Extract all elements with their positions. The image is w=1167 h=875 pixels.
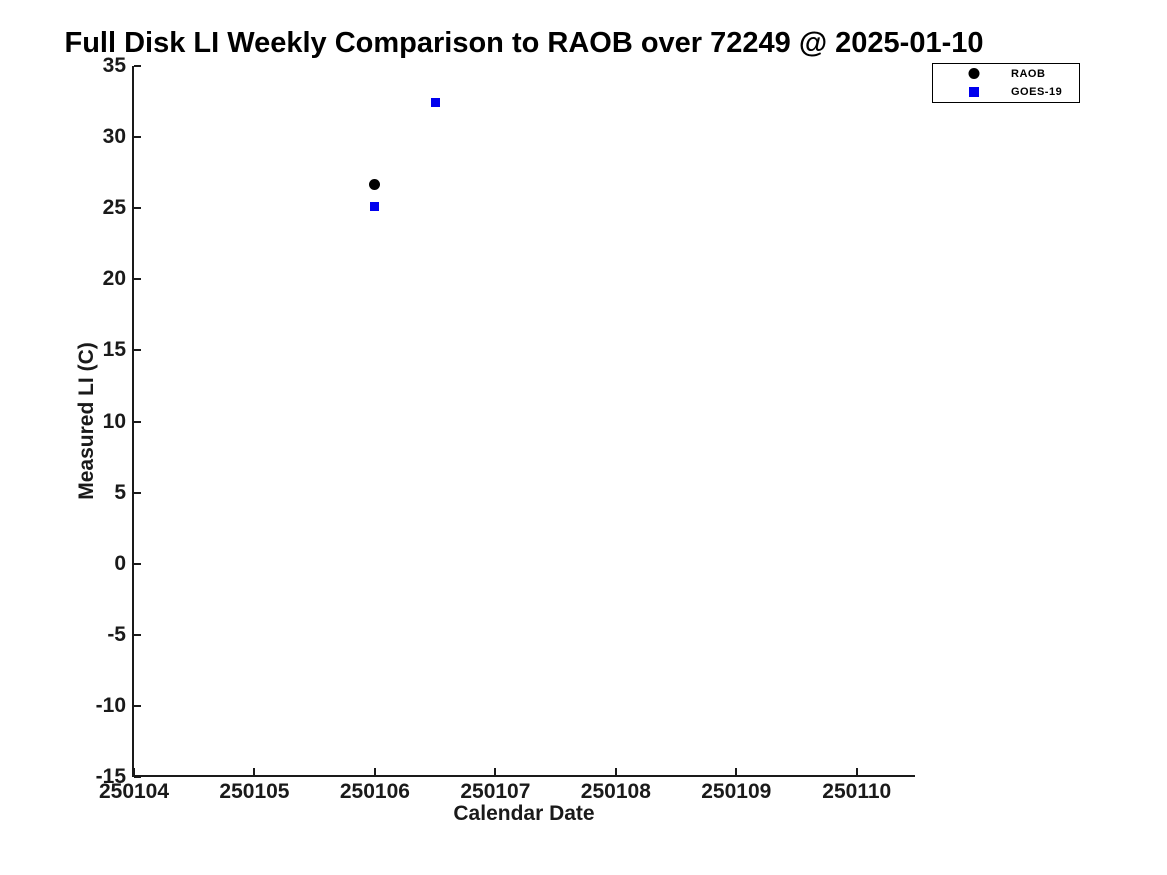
data-point-raob xyxy=(369,178,381,190)
data-point-goes-19 xyxy=(370,202,380,212)
y-tick-label: 0 xyxy=(114,551,126,575)
y-tick-mark xyxy=(134,633,141,636)
legend-label: GOES-19 xyxy=(1011,86,1063,99)
x-tick-mark xyxy=(614,768,617,775)
y-tick-mark xyxy=(134,491,141,494)
y-tick-label: -15 xyxy=(95,765,126,788)
y-tick-label: -10 xyxy=(95,693,126,717)
x-tick-label: 250106 xyxy=(339,780,410,803)
x-tick-mark xyxy=(494,768,497,775)
y-tick-label: 35 xyxy=(102,54,126,77)
x-tick-label: 250107 xyxy=(460,780,531,803)
x-tick-label: 250105 xyxy=(219,780,290,803)
legend: RAOB GOES-19 xyxy=(932,63,1080,103)
plot-area: 35 30 25 20 15 10 5 0 -5 -10 -15 250104 250105 250106… xyxy=(96,54,915,803)
y-tick-mark xyxy=(134,562,141,565)
y-tick-label: 15 xyxy=(102,338,126,362)
x-tick-label: 250110 xyxy=(822,780,892,803)
x-tick-mark xyxy=(373,768,376,775)
x-tick-label: 250109 xyxy=(701,780,772,803)
y-tick-mark xyxy=(134,207,141,210)
x-tick-mark xyxy=(735,768,738,775)
legend-circle-marker-icon xyxy=(968,68,980,80)
y-tick-label: 10 xyxy=(102,409,126,433)
y-tick-label: 30 xyxy=(102,125,126,149)
chart-title: Full Disk LI Weekly Comparison to RAOB o… xyxy=(64,27,984,59)
x-tick-mark xyxy=(855,768,858,775)
legend-entry-goes-19: GOES-19 xyxy=(933,83,1079,101)
y-axis-label: Measured LI (C) xyxy=(75,342,98,500)
y-tick-label: 20 xyxy=(102,267,126,291)
legend-square-marker-icon xyxy=(969,87,979,98)
legend-label: RAOB xyxy=(1011,67,1046,80)
x-tick-mark xyxy=(253,768,256,775)
y-tick-mark xyxy=(134,278,141,281)
y-tick-label: 25 xyxy=(102,196,126,220)
y-tick-mark xyxy=(134,65,141,67)
legend-entry-raob: RAOB xyxy=(933,65,1079,83)
data-point-goes-19 xyxy=(430,98,440,108)
y-tick-label: -5 xyxy=(107,622,126,646)
x-tick-label: 250104 xyxy=(98,780,170,803)
y-tick-mark xyxy=(134,349,141,352)
y-tick-mark xyxy=(134,420,141,423)
y-tick-label: 5 xyxy=(114,480,126,504)
y-tick-mark xyxy=(134,136,141,139)
y-tick-mark xyxy=(134,704,141,707)
x-tick-mark xyxy=(133,768,135,775)
y-tick-mark xyxy=(134,776,141,778)
x-tick-label: 250108 xyxy=(580,780,651,803)
x-axis-label: Calendar Date xyxy=(453,802,595,825)
